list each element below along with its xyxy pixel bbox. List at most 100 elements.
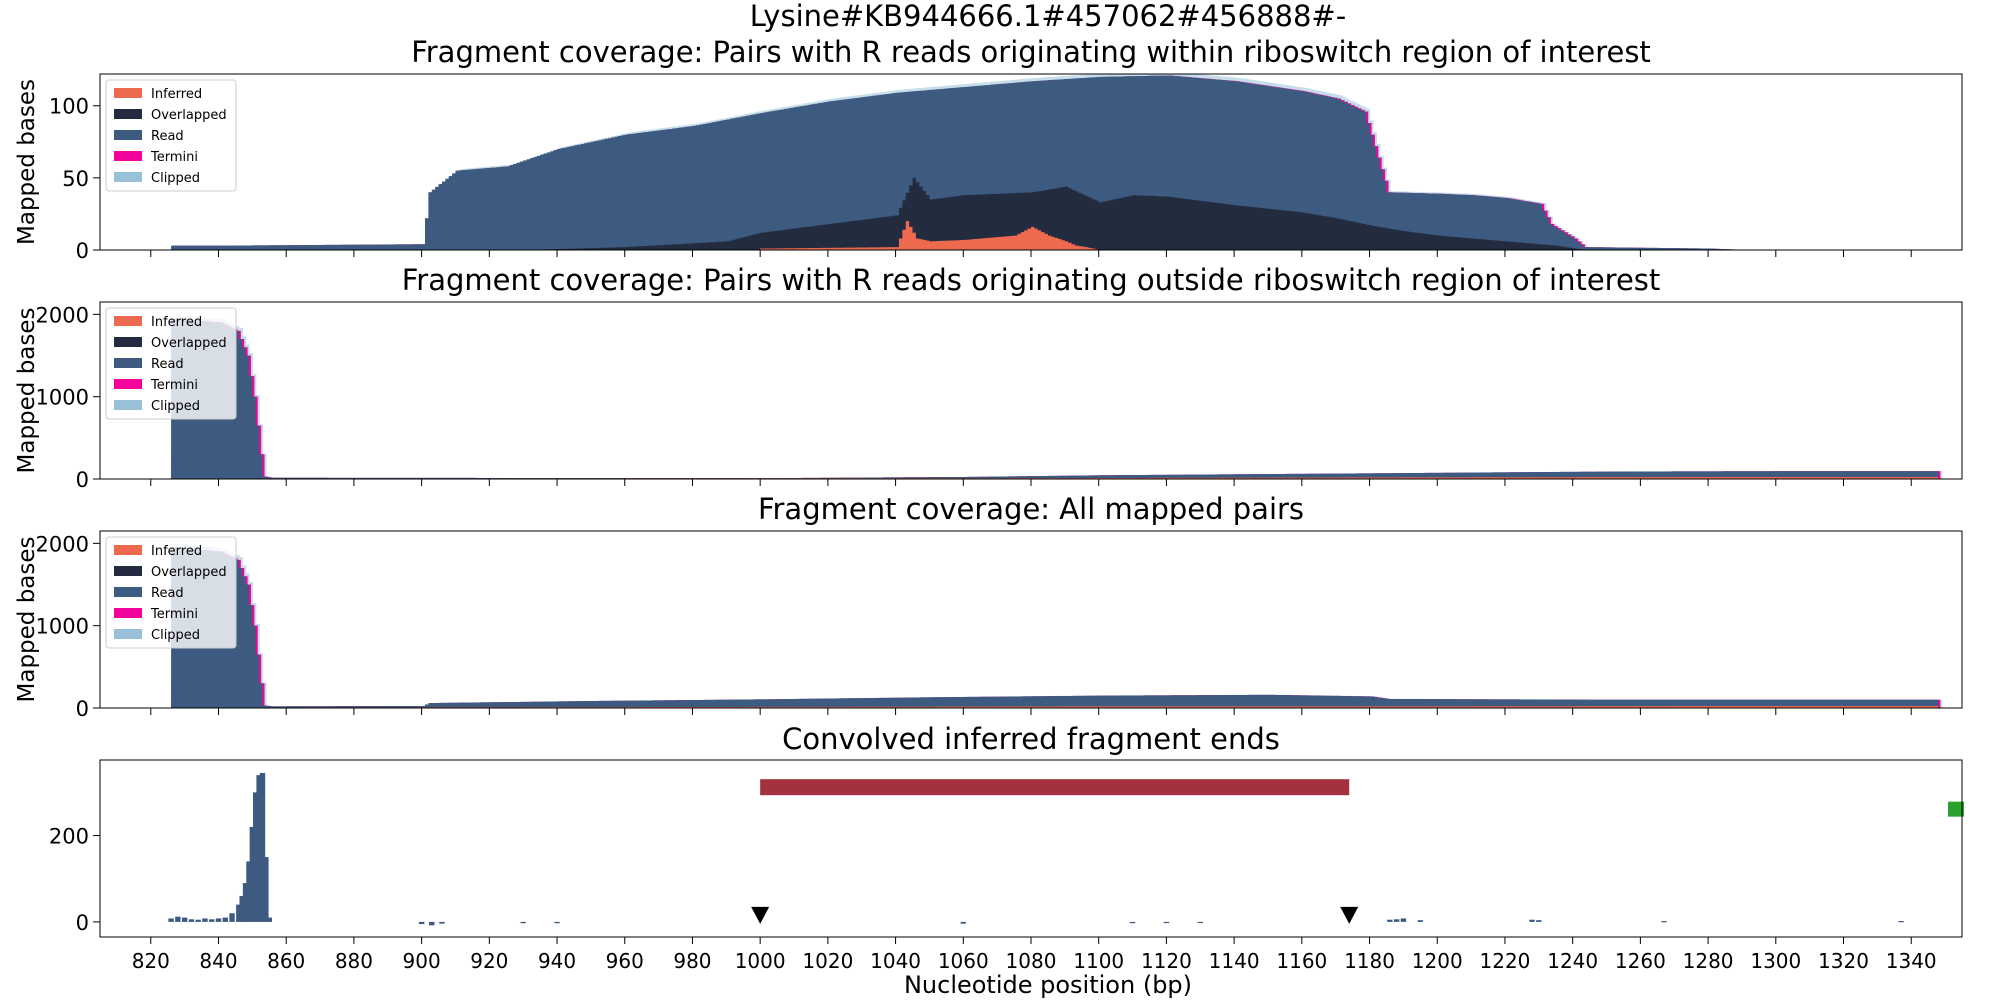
legend-swatch-read	[114, 358, 142, 368]
x-tick-label: 1060	[938, 949, 989, 973]
bar	[1661, 921, 1667, 923]
legend-label-overlapped: Overlapped	[151, 336, 227, 351]
bar	[256, 775, 262, 922]
x-tick-label: 1000	[735, 949, 786, 973]
bar	[1529, 919, 1535, 922]
legend-swatch-termini	[114, 151, 142, 161]
legend-swatch-clipped	[114, 629, 142, 639]
legend-label-overlapped: Overlapped	[151, 565, 227, 580]
y-tick-label: 100	[49, 95, 89, 119]
bar	[242, 883, 249, 922]
legend-swatch-clipped	[114, 172, 142, 182]
x-tick-label: 1180	[1344, 949, 1395, 973]
legend-swatch-inferred	[114, 88, 142, 98]
x-tick-label: 840	[199, 949, 237, 973]
legend-label-inferred: Inferred	[151, 87, 202, 102]
bar	[1163, 921, 1170, 924]
bar	[263, 857, 269, 922]
bar	[439, 921, 445, 924]
bar	[266, 917, 272, 922]
legend-label-read: Read	[151, 357, 184, 372]
y-tick-label: 200	[49, 825, 89, 849]
x-tick-label: 960	[606, 949, 644, 973]
panel-title: Fragment coverage: Pairs with R reads or…	[411, 35, 1651, 69]
x-tick-label: 860	[267, 949, 305, 973]
bar	[259, 772, 266, 922]
termini-area	[171, 318, 1941, 479]
legend-swatch-overlapped	[114, 566, 142, 576]
axes-frame	[99, 301, 1963, 480]
legend-frame	[105, 307, 237, 420]
bar	[1417, 920, 1424, 922]
termini-area	[171, 547, 1941, 708]
bar	[253, 792, 259, 922]
y-tick-label: 2000	[36, 303, 89, 327]
legend-label-clipped: Clipped	[151, 171, 200, 186]
bar	[236, 904, 242, 922]
bar	[1129, 921, 1136, 924]
legend-label-clipped: Clipped	[151, 628, 200, 643]
legend-label-overlapped: Overlapped	[151, 108, 227, 123]
bar	[215, 918, 222, 922]
y-tick-label: 0	[76, 911, 89, 935]
x-tick-label: 1100	[1073, 949, 1124, 973]
legend-frame	[105, 536, 237, 649]
y-tick-label: 0	[76, 239, 89, 263]
legend-label-inferred: Inferred	[151, 544, 202, 559]
x-tick-label: 1020	[802, 949, 853, 973]
legend-label-read: Read	[151, 129, 184, 144]
plot-area	[171, 315, 1943, 479]
axes-frame	[99, 530, 1963, 709]
x-tick-label: 1320	[1818, 949, 1869, 973]
axes-panel-3: Fragment coverage: All mapped pairs Infer…	[14, 492, 1963, 721]
legend-swatch-clipped	[114, 400, 142, 410]
bar	[1898, 921, 1904, 923]
figure-xlabel: Nucleotide position (bp)	[904, 971, 1192, 999]
inferred-area	[171, 705, 1939, 708]
y-tick-label: 0	[76, 697, 89, 721]
bar	[246, 861, 252, 922]
legend-label-read: Read	[151, 586, 184, 601]
x-tick-label: 820	[132, 949, 170, 973]
x-tick-label: 1140	[1209, 949, 1260, 973]
x-tick-label: 980	[673, 949, 711, 973]
legend-swatch-overlapped	[114, 109, 142, 119]
read-area	[171, 75, 1746, 250]
plot-area	[171, 544, 1943, 708]
bar	[1400, 918, 1407, 922]
bar	[1536, 920, 1542, 922]
y-axis-label: Mapped bases	[14, 79, 40, 245]
legend-label-clipped: Clipped	[151, 399, 200, 414]
x-tick-label: 1200	[1412, 949, 1463, 973]
legend-label-termini: Termini	[150, 150, 198, 165]
inferred-area	[760, 221, 1103, 250]
bar	[188, 919, 195, 922]
figure-suptitle: Lysine#KB944666.1#457062#456888#-	[750, 0, 1346, 33]
axes-panel-2: Fragment coverage: Pairs with R reads or…	[14, 263, 1963, 492]
bar	[418, 921, 425, 925]
overlapped-area	[171, 177, 1587, 250]
bar	[229, 913, 235, 922]
bar	[1393, 919, 1400, 922]
x-tick-label: 1240	[1547, 949, 1598, 973]
bar	[209, 919, 215, 922]
y-tick-label: 2000	[36, 532, 89, 556]
x-tick-label: 900	[403, 949, 441, 973]
panel-title: Fragment coverage: Pairs with R reads or…	[402, 263, 1661, 297]
y-tick-label: 0	[76, 468, 89, 492]
bar	[202, 918, 208, 922]
legend-swatch-termini	[114, 379, 142, 389]
x-tick-label: 1040	[870, 949, 921, 973]
x-tick-label: 1340	[1886, 949, 1937, 973]
bar	[1387, 919, 1393, 922]
legend-label-inferred: Inferred	[151, 315, 202, 330]
bar	[960, 921, 966, 924]
bar	[239, 895, 245, 922]
legend-label-termini: Termini	[150, 607, 198, 622]
y-axis-label: Mapped bases	[14, 307, 40, 473]
y-tick-label: 1000	[36, 615, 89, 639]
read-area	[171, 547, 1939, 708]
x-tick-label: 1080	[1006, 949, 1057, 973]
bar	[249, 826, 256, 922]
